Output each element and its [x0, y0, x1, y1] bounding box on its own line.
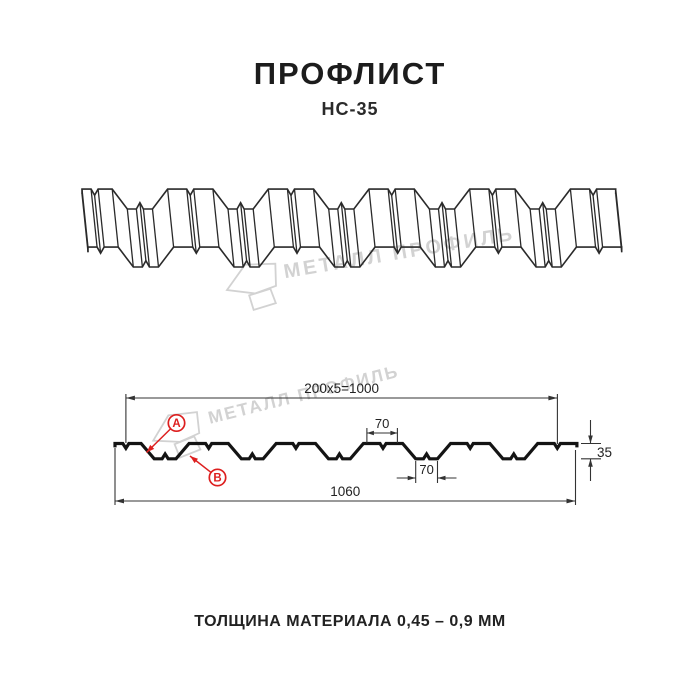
cross-section-view — [113, 441, 579, 461]
dim-rib-top-width: 70 — [375, 416, 389, 431]
metall-profil-logo-icon — [225, 262, 278, 311]
dim-profile-height: 35 — [597, 445, 612, 460]
point-label-a-letter: A — [172, 418, 180, 430]
dimension-annotations: 200x5=1000 1060 70 70 35 — [114, 381, 612, 505]
material-thickness-note: ТОЛЩИНА МАТЕРИАЛА 0,45 – 0,9 ММ — [194, 613, 506, 630]
point-label-b-marker — [208, 468, 227, 487]
point-label-a-marker — [167, 413, 186, 433]
sheet-3d-view — [81, 188, 623, 268]
page-title: ПРОФЛИСТ — [253, 56, 447, 91]
dim-total-width: 1060 — [330, 484, 360, 499]
dim-working-width: 200x5=1000 — [304, 381, 379, 396]
point-label-b-letter: B — [213, 473, 221, 485]
point-labels-layer: AB — [145, 413, 227, 487]
profile-model: НС-35 — [321, 99, 379, 119]
dim-rib-bottom-width: 70 — [419, 462, 433, 477]
metall-profil-logo-icon — [151, 411, 202, 459]
metall-profil-watermark: МЕТАЛЛ ПРОФИЛЬ — [225, 223, 517, 311]
